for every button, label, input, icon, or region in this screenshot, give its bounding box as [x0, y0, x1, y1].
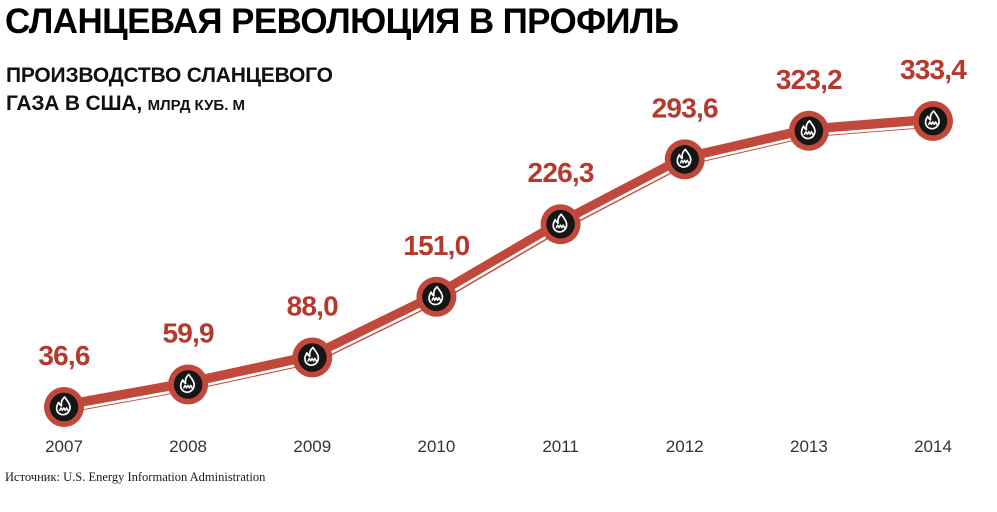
flame-icon: [924, 110, 940, 130]
subtitle-line2: ГАЗА В США,: [6, 92, 142, 115]
value-label: 226,3: [528, 157, 594, 188]
trend-line-highlight: [62, 124, 935, 413]
x-axis-label: 2011: [542, 437, 579, 456]
marker-core: [49, 392, 79, 422]
subtitle-unit: МЛРД КУБ. М: [147, 97, 246, 114]
value-label: 36,6: [38, 340, 90, 371]
value-label: 88,0: [287, 291, 339, 322]
data-point-marker: [44, 387, 84, 427]
x-axis-label: 2013: [790, 437, 828, 456]
data-point-marker: [168, 364, 209, 405]
marker-core: [670, 145, 699, 174]
x-axis-label: 2009: [293, 437, 331, 456]
flame-icon: [304, 346, 320, 367]
value-label: 151,0: [403, 230, 469, 261]
value-label: 293,6: [652, 92, 718, 123]
data-point-marker: [540, 204, 581, 245]
x-axis-label: 2007: [45, 437, 83, 456]
data-point-marker: [292, 337, 333, 378]
value-label: 59,9: [162, 318, 214, 349]
x-axis-label: 2008: [169, 437, 207, 456]
marker-core: [173, 370, 203, 399]
x-axis-label: 2012: [666, 437, 704, 456]
x-axis-label: 2014: [914, 437, 952, 456]
flame-icon: [552, 213, 568, 233]
data-point-marker: [788, 110, 829, 151]
marker-core: [918, 106, 948, 136]
subtitle-line1: ПРОИЗВОДСТВО СЛАНЦЕВОГО: [6, 64, 333, 87]
source-note: Источник: U.S. Energy Information Admini…: [5, 470, 266, 484]
marker-core: [794, 116, 824, 146]
data-point-marker: [913, 101, 953, 141]
flame-icon: [55, 396, 71, 416]
page-title: СЛАНЦЕВАЯ РЕВОЛЮЦИЯ В ПРОФИЛЬ: [5, 2, 679, 41]
value-label: 333,4: [900, 54, 967, 85]
marker-core: [422, 282, 451, 312]
trend-line: [57, 114, 940, 414]
flame-icon: [428, 285, 444, 306]
value-label: 323,2: [776, 64, 842, 95]
flame-icon: [800, 119, 816, 140]
data-point-marker: [416, 276, 457, 317]
data-point-marker: [664, 139, 705, 180]
marker-core: [298, 343, 327, 372]
chart-subtitle: ПРОИЗВОДСТВО СЛАНЦЕВОГО ГАЗА В США, МЛРД…: [6, 62, 333, 120]
x-axis-label: 2010: [417, 437, 455, 456]
marker-core: [546, 209, 575, 239]
flame-icon: [179, 373, 195, 394]
flame-icon: [676, 148, 692, 168]
